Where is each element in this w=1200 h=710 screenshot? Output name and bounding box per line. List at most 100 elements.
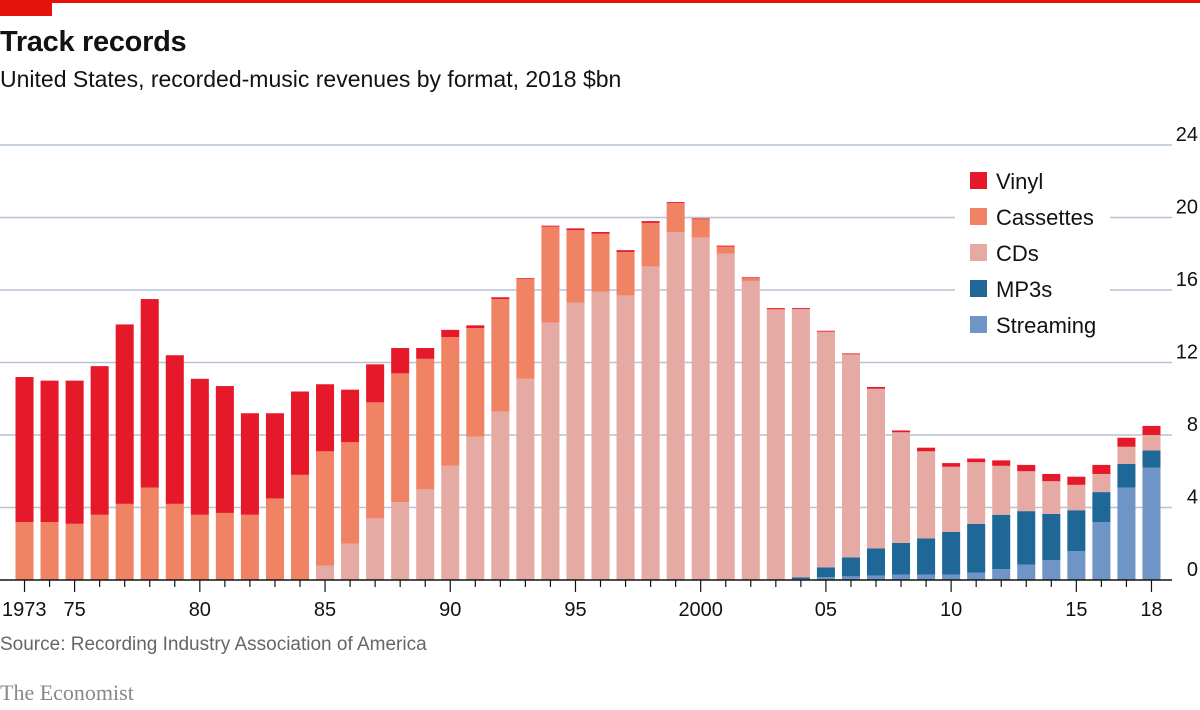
bar-segment-streaming <box>1142 467 1161 580</box>
bar-segment-vinyl <box>917 447 936 452</box>
bar-segment-mp3s <box>791 577 810 580</box>
bar-segment-cassettes <box>766 309 785 310</box>
x-tick-label: 80 <box>189 599 211 621</box>
bar-segment-cds <box>466 436 485 580</box>
chart-title: Track records <box>0 26 187 58</box>
legend-swatch-mp3s <box>970 280 987 297</box>
bar-segment-mp3s <box>1092 492 1111 522</box>
bar-segment-vinyl <box>741 277 760 279</box>
bar-segment-cds <box>1067 484 1086 511</box>
chart-subtitle: United States, recorded-music revenues b… <box>0 66 622 92</box>
bar-segment-cassettes <box>341 442 360 544</box>
x-tick-label: 2000 <box>678 599 723 621</box>
bar-segment-cds <box>1092 473 1111 493</box>
bar-segment-vinyl <box>316 384 335 452</box>
bar-segment-vinyl <box>265 413 284 499</box>
x-tick-label: 05 <box>815 599 837 621</box>
bar-segment-cds <box>1142 435 1161 451</box>
bar-segment-vinyl <box>391 348 410 374</box>
bar-segment-cds <box>866 388 886 549</box>
bar-segment-mp3s <box>992 514 1011 570</box>
bar-segment-vinyl <box>616 250 635 252</box>
bar-segment-vinyl <box>791 308 810 310</box>
bar-segment-vinyl <box>1142 425 1161 435</box>
brand-tab <box>0 0 52 16</box>
y-tick-label: 20 <box>1176 197 1198 219</box>
bar-segment-cds <box>666 232 685 580</box>
bar-segment-vinyl <box>491 297 510 300</box>
bar-segment-vinyl <box>240 413 259 515</box>
chart-plot: 0 4 8 12 16 20 24 1973 75 80 85 90 95 2000 05 10 15 18 V… <box>0 124 1198 621</box>
bar-segment-cds <box>917 451 936 539</box>
bar-segment-cds <box>566 302 585 580</box>
legend-label-mp3s: MP3s <box>996 277 1052 302</box>
x-tick-label: 75 <box>63 599 85 621</box>
legend-swatch-cds <box>970 244 987 261</box>
bar-segment-cds <box>942 466 961 532</box>
bar-segment-vinyl <box>967 458 986 463</box>
bar-segment-cds <box>416 489 435 580</box>
bar-segment-vinyl <box>691 218 710 220</box>
legend-swatch-cassettes <box>970 208 987 225</box>
bar-segment-vinyl <box>15 377 34 522</box>
bar-segment-vinyl <box>290 391 310 475</box>
x-axis: 1973 75 80 85 90 95 2000 05 10 15 18 <box>0 579 1172 621</box>
x-tick-label: 15 <box>1065 599 1087 621</box>
y-tick-label: 16 <box>1176 269 1198 291</box>
bar-segment-cds <box>516 378 535 580</box>
y-tick-label: 12 <box>1176 342 1198 364</box>
bar-segment-mp3s <box>892 542 911 575</box>
legend-label-streaming: Streaming <box>996 313 1096 338</box>
bar-segment-cds <box>892 432 911 543</box>
bar-segment-vinyl <box>591 232 610 234</box>
bar-segment-cds <box>741 280 760 580</box>
y-tick-label: 8 <box>1187 414 1198 436</box>
y-axis: 0 4 8 12 16 20 24 <box>1176 124 1198 581</box>
bar-segment-cassettes <box>290 474 310 580</box>
bar-segment-cds <box>1017 471 1036 512</box>
bar-segment-mp3s <box>841 557 860 577</box>
x-tick-label: 90 <box>439 599 461 621</box>
bar-segment-cds <box>341 543 360 580</box>
bar-segment-cassettes <box>265 498 284 580</box>
bar-segment-cassettes <box>491 299 510 412</box>
bar-segment-cds <box>366 518 385 580</box>
bar-segment-mp3s <box>917 538 936 575</box>
bar-segment-streaming <box>917 574 936 580</box>
bar-segment-cassettes <box>366 402 385 519</box>
bar-segment-cassettes <box>65 523 84 580</box>
bar-segment-vinyl <box>666 202 685 203</box>
bar-segment-vinyl <box>366 364 385 403</box>
publisher-logo: The Economist <box>0 680 134 705</box>
bars <box>15 202 1161 580</box>
bar-segment-cassettes <box>591 233 610 292</box>
bar-segment-cassettes <box>566 230 585 303</box>
bar-segment-cds <box>992 465 1011 515</box>
bar-segment-mp3s <box>1117 464 1136 488</box>
bar-segment-vinyl <box>816 330 835 332</box>
bar-segment-vinyl <box>942 463 961 467</box>
bar-segment-cds <box>316 565 335 580</box>
bar-segment-cds <box>967 462 986 524</box>
bar-segment-cassettes <box>190 514 209 580</box>
bar-segment-streaming <box>892 574 911 580</box>
bar-segment-vinyl <box>841 353 860 355</box>
bar-segment-cassettes <box>691 219 710 238</box>
bar-segment-mp3s <box>1142 450 1161 468</box>
bar-segment-cds <box>691 237 710 580</box>
x-tick-label: 18 <box>1140 599 1162 621</box>
bar-segment-cds <box>816 331 835 568</box>
bar-segment-mp3s <box>816 567 835 578</box>
bar-segment-mp3s <box>967 523 986 573</box>
y-tick-label: 4 <box>1187 487 1198 509</box>
legend-label-cassettes: Cassettes <box>996 205 1094 230</box>
legend-swatch-streaming <box>970 316 987 333</box>
bar-segment-streaming <box>942 574 961 580</box>
bar-segment-vinyl <box>541 225 560 227</box>
bar-segment-streaming <box>816 577 835 580</box>
legend-swatch-vinyl <box>970 172 987 189</box>
bar-segment-vinyl <box>566 228 585 231</box>
bar-segment-vinyl <box>1117 437 1136 447</box>
top-rule <box>0 0 1200 3</box>
bar-segment-cds <box>1117 446 1136 464</box>
